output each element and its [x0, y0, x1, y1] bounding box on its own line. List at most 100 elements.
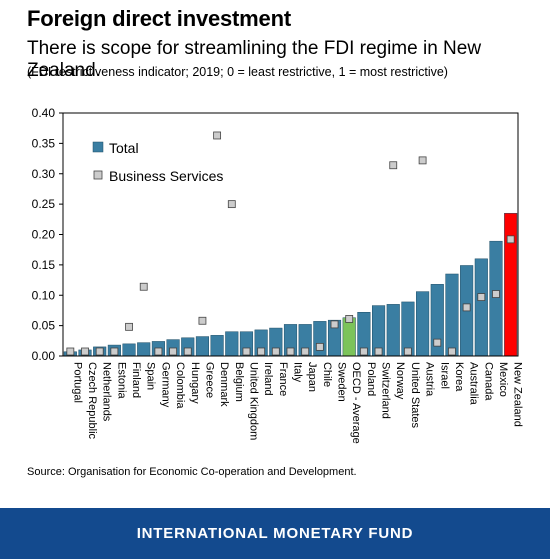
marker-point — [374, 347, 383, 356]
x-tick-label: Australia — [468, 362, 480, 406]
x-tick-label: Denmark — [218, 362, 230, 407]
marker-series-business-services — [66, 131, 515, 356]
x-tick-label: Norway — [394, 362, 406, 400]
marker-point — [345, 315, 354, 323]
marker-point — [81, 347, 89, 356]
marker-point — [492, 290, 500, 298]
bar — [445, 273, 459, 357]
y-tick-label: 0.10 — [32, 288, 56, 302]
x-tick-label: Italy — [292, 362, 304, 383]
bar — [313, 321, 327, 357]
x-tick-label: United States — [409, 362, 421, 429]
x-tick-label: Netherlands — [101, 362, 113, 422]
marker-point — [389, 161, 398, 170]
marker-point — [95, 347, 104, 356]
marker-point — [169, 347, 177, 356]
marker-point — [404, 347, 412, 356]
x-tick-label: Japan — [306, 362, 318, 392]
chart-subtitle: There is scope for streamlining the FDI … — [27, 38, 482, 81]
bar — [195, 336, 209, 357]
bar-series-total — [63, 212, 518, 357]
marker-point — [330, 320, 339, 329]
marker-point — [183, 347, 192, 356]
x-tick-label: Austria — [424, 362, 436, 397]
x-tick-label: Mexico — [497, 362, 509, 397]
chart-title: Foreign direct investment — [27, 6, 291, 31]
x-tick-label: Ireland — [262, 362, 274, 396]
legend-label-total: Total — [109, 140, 139, 156]
marker-point — [66, 347, 75, 356]
footer-banner: INTERNATIONAL MONETARY FUND — [0, 508, 550, 559]
legend-swatch-total — [92, 141, 104, 153]
y-tick-label: 0.30 — [32, 167, 56, 181]
x-tick-label: Finland — [130, 362, 142, 398]
x-tick-label: Portugal — [71, 362, 83, 403]
marker-point — [125, 322, 133, 331]
marker-point — [227, 200, 236, 209]
marker-point — [359, 347, 368, 356]
marker-point — [301, 347, 310, 356]
marker-point — [271, 347, 280, 356]
x-tick-label: OECD - Average — [350, 362, 362, 444]
marker-point — [418, 156, 427, 165]
bar — [416, 291, 430, 357]
x-tick-label: Czech Republic — [86, 362, 98, 440]
y-tick-label: 0.40 — [32, 106, 56, 120]
marker-point — [110, 347, 119, 356]
bar — [386, 304, 400, 357]
y-tick-label: 0.25 — [32, 197, 56, 211]
y-tick-label: 0.35 — [32, 136, 56, 150]
x-tick-label: Chile — [321, 362, 333, 387]
x-tick-label: Korea — [453, 362, 465, 392]
x-tick-label: Germany — [159, 362, 171, 408]
x-tick-label: Colombia — [174, 362, 186, 409]
marker-point — [154, 347, 163, 356]
x-tick-label: Hungary — [189, 362, 201, 404]
marker-point — [315, 342, 324, 351]
x-tick-label: Belgium — [233, 362, 245, 402]
marker-point — [213, 131, 222, 140]
legend: Total Business Services — [92, 140, 223, 184]
y-tick-label: 0.00 — [32, 349, 56, 363]
footer-label: INTERNATIONAL MONETARY FUND — [136, 525, 414, 542]
x-tick-label: Spain — [145, 362, 157, 390]
marker-point — [286, 347, 295, 356]
bar — [474, 258, 488, 357]
marker-point — [198, 316, 207, 325]
bar — [342, 317, 356, 357]
chart: 0.00 0.05 0.10 0.15 0.20 0.25 0.30 0.35 0.40 Por… — [32, 106, 524, 444]
marker-point — [462, 303, 471, 312]
marker-point — [242, 347, 251, 356]
y-axis-ticks: 0.00 0.05 0.10 0.15 0.20 0.25 0.30 0.35 0.40 — [32, 106, 63, 363]
marker-point — [448, 347, 456, 356]
y-tick-label: 0.05 — [32, 319, 56, 333]
source-note: Source: Organisation for Economic Co-ope… — [27, 466, 357, 478]
x-tick-label: Switzerland — [380, 362, 392, 419]
y-tick-label: 0.15 — [32, 258, 56, 272]
bar — [489, 240, 503, 357]
x-tick-label: Estonia — [115, 362, 127, 400]
plot-frame — [62, 112, 519, 357]
marker-point — [433, 338, 442, 347]
x-tick-label: Greece — [203, 362, 215, 398]
bar — [225, 331, 239, 357]
x-tick-label: Israel — [438, 362, 450, 389]
chart-note: (FDI restrictiveness indicator; 2019; 0 … — [27, 65, 448, 79]
bar — [122, 343, 136, 357]
bar — [210, 335, 224, 357]
y-tick-label: 0.20 — [32, 228, 56, 242]
x-tick-label: New Zealand — [512, 362, 524, 427]
x-tick-label: Poland — [365, 362, 377, 396]
x-tick-label: France — [277, 362, 289, 396]
marker-point — [477, 293, 486, 301]
legend-label-business-services: Business Services — [109, 168, 223, 184]
marker-point — [257, 347, 266, 356]
bar — [504, 212, 518, 357]
marker-point — [139, 282, 148, 291]
legend-swatch-business-services — [93, 170, 103, 180]
x-tick-label: Canada — [482, 362, 494, 401]
x-tick-label: Sweden — [336, 362, 348, 402]
marker-point — [506, 235, 515, 244]
x-axis-ticks: Portugal Czech Republic Netherlands Estonia… — [71, 362, 523, 444]
bar — [137, 342, 151, 357]
